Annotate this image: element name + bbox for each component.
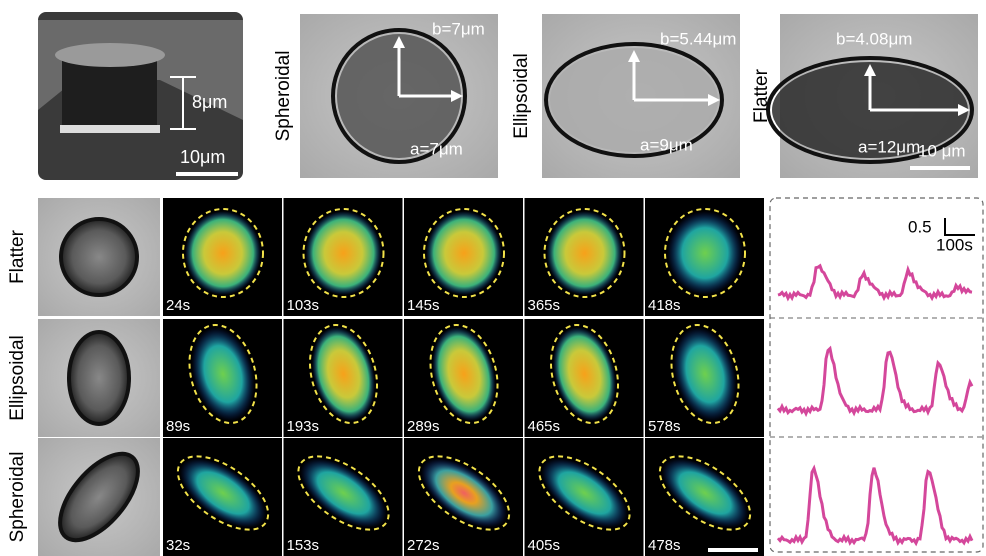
trace <box>778 468 972 543</box>
scale-bar <box>708 548 758 552</box>
time-label: 578s <box>648 418 681 435</box>
time-label: 418s <box>648 297 681 314</box>
trace <box>778 266 972 298</box>
label: 10μm <box>180 147 225 167</box>
time-label: 289s <box>407 418 440 435</box>
row-label: Spheroidal <box>7 452 28 543</box>
time-label: 32s <box>166 537 190 554</box>
scale-bar <box>176 172 238 176</box>
time-label: 272s <box>407 537 440 554</box>
label: a=7μm <box>410 139 463 158</box>
sem-well-top <box>55 43 165 67</box>
label: b=7μm <box>432 19 485 38</box>
label: 10 μm <box>918 141 966 160</box>
label: 8μm <box>192 92 227 112</box>
scale-l <box>945 218 975 235</box>
row-label: Spheroidal <box>273 51 294 142</box>
figure: 8μm 10μm Spheroidal b=7μm a=7μm Ellipsoidal b=… <box>0 0 986 556</box>
signal <box>667 211 743 295</box>
label: a=12μm <box>858 137 920 156</box>
time-label: 365s <box>528 297 561 314</box>
page: {"top": { "sem": {"height": "8μm", "scal… <box>0 0 986 556</box>
label: b=5.44μm <box>660 29 736 48</box>
time-label: 24s <box>166 297 190 314</box>
time-label: 103s <box>287 297 320 314</box>
time-label: 478s <box>648 537 681 554</box>
signal <box>426 211 502 295</box>
time-label: 153s <box>287 537 320 554</box>
label: 0.5 <box>908 217 932 236</box>
scale-bar <box>910 166 970 170</box>
label: a=9μm <box>640 135 693 154</box>
signal <box>185 211 261 295</box>
time-label: 89s <box>166 418 190 435</box>
signal <box>547 211 623 295</box>
cell-wall <box>61 219 137 295</box>
time-label: 465s <box>528 418 561 435</box>
signal <box>306 211 382 295</box>
row-label: Ellipsoidal <box>7 335 28 421</box>
time-label: 193s <box>287 418 320 435</box>
time-label: 145s <box>407 297 440 314</box>
time-label: 405s <box>528 537 561 554</box>
row-label: Ellipsoidal <box>511 53 532 139</box>
trace <box>778 349 972 414</box>
label: 100s <box>936 235 973 254</box>
row-label: Flatter <box>751 68 772 123</box>
label: b=4.08μm <box>836 29 912 48</box>
row-label: Flatter <box>7 229 28 284</box>
cell-wall <box>69 332 129 424</box>
sem-floor <box>60 125 160 133</box>
